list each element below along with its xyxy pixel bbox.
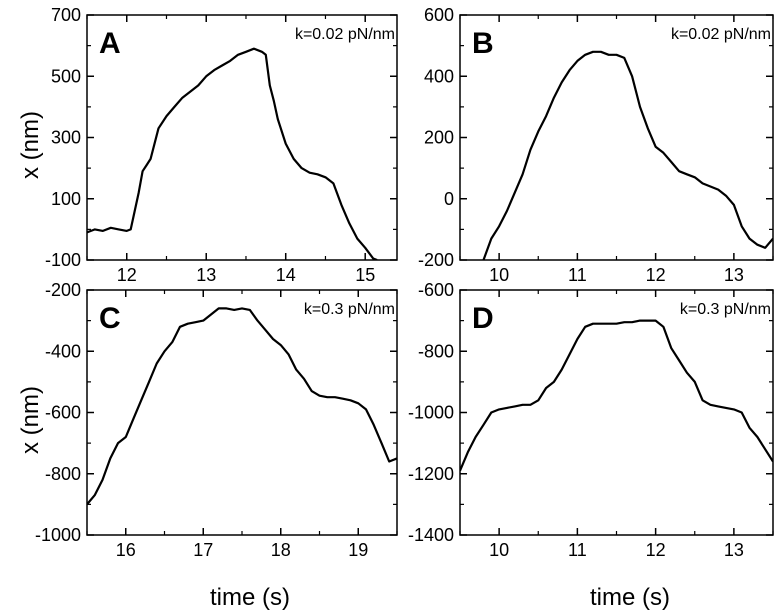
trace-line: [87, 47, 378, 260]
spring-constant-label: k=0.02 pN/nm: [671, 26, 771, 43]
y-tick-label: 400: [424, 66, 454, 86]
x-tick-label: 11: [568, 540, 587, 560]
spring-constant-label: k=0.3 pN/nm: [680, 301, 771, 318]
y-tick-label: -1000: [35, 525, 81, 545]
spring-constant-label: k=0.02 pN/nm: [295, 26, 395, 43]
plot-frame: [459, 289, 774, 536]
y-tick-label: -400: [45, 341, 81, 361]
y-tick-label: -800: [418, 341, 454, 361]
y-tick-label: 500: [51, 66, 81, 86]
x-tick-label: 10: [489, 540, 509, 560]
y-tick-label: -1200: [408, 464, 454, 484]
y-tick-label: 200: [424, 128, 454, 148]
x-tick-label: 12: [646, 265, 666, 285]
y-tick-label: -100: [45, 250, 81, 270]
y-tick-label: -1000: [408, 403, 454, 423]
x-axis-title-left: time (s): [210, 584, 290, 610]
y-tick-label: -600: [45, 403, 81, 423]
y-tick-label: -200: [45, 280, 81, 300]
x-tick-label: 11: [568, 265, 587, 285]
x-tick-label: 16: [116, 540, 136, 560]
y-tick-label: -200: [418, 250, 454, 270]
x-tick-label: 12: [117, 265, 137, 285]
y-tick-label: 100: [51, 189, 81, 209]
x-tick-label: 14: [276, 265, 296, 285]
panel-letter: B: [472, 27, 494, 60]
x-tick-label: 18: [271, 540, 291, 560]
plot-frame: [86, 289, 398, 536]
x-tick-label: 19: [348, 540, 368, 560]
y-tick-label: -1400: [408, 525, 454, 545]
panel-b: -200 0 200 400 600 10 11 12 13 B k=0.02 pN/nm: [418, 5, 774, 285]
x-tick-label: 10: [489, 265, 509, 285]
x-axis-title-right: time (s): [590, 584, 670, 610]
plot-frame: [459, 14, 774, 261]
y-axis-title-top: x (nm): [17, 111, 44, 179]
panel-letter: A: [99, 27, 121, 60]
y-axis-title-bottom: x (nm): [17, 386, 44, 454]
x-tick-label: 13: [724, 540, 744, 560]
trace-line: [87, 307, 397, 506]
y-tick-label: 600: [424, 5, 454, 25]
x-tick-label: 17: [193, 540, 213, 560]
x-tick-label: 13: [724, 265, 744, 285]
y-tick-label: 0: [444, 189, 454, 209]
y-tick-label: 700: [51, 5, 81, 25]
panel-d: -1400 -1200 -1000 -800 -600 10 11 12 13 D k=0.3 pN…: [408, 280, 774, 560]
panel-c: -1000 -800 -600 -400 -200 16 17 18 19 C k=0.3 pN/n…: [35, 280, 398, 560]
y-tick-label: 300: [51, 128, 81, 148]
x-tick-label: 13: [196, 265, 216, 285]
trace-line: [460, 319, 773, 472]
trace-line: [482, 50, 773, 260]
y-tick-label: -800: [45, 464, 81, 484]
x-tick-label: 15: [355, 265, 375, 285]
x-tick-label: 12: [646, 540, 666, 560]
panel-letter: C: [99, 302, 121, 335]
panel-letter: D: [472, 302, 494, 335]
panel-a: -100 100 300 500 700 12 13 14 15 A k=0.02 pN/nm: [45, 5, 398, 285]
y-tick-label: -600: [418, 280, 454, 300]
spring-constant-label: k=0.3 pN/nm: [304, 301, 395, 318]
